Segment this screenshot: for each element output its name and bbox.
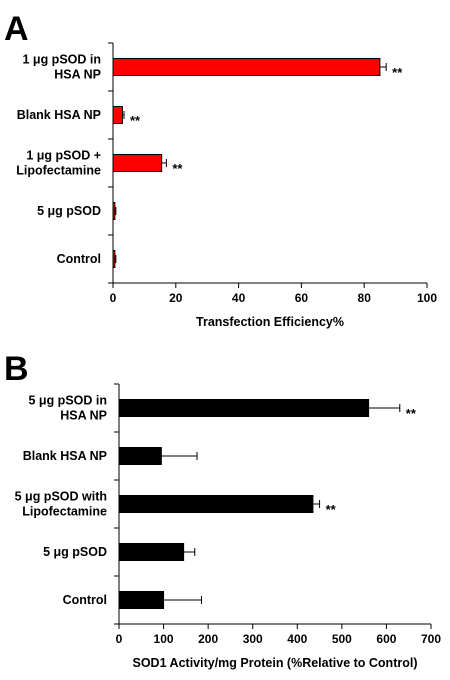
significance-marker: ** — [392, 65, 403, 80]
category-label-line: Lipofectamine — [16, 164, 101, 178]
category-label-line: HSA NP — [60, 409, 107, 423]
category-label-line: Lipofectamine — [22, 505, 107, 519]
bar — [112, 154, 163, 172]
category-label-line: 5 μg pSOD with — [15, 490, 107, 504]
x-tick-label: 500 — [332, 632, 352, 646]
x-tick-label: 20 — [169, 291, 183, 305]
bar — [112, 250, 116, 268]
x-tick-label: 100 — [417, 291, 437, 305]
category-label-line: Blank HSA NP — [17, 108, 101, 122]
category-label-line: 5 μg pSOD — [43, 545, 107, 559]
category-label: Blank HSA NP — [17, 108, 101, 122]
x-tick-label: 0 — [116, 632, 123, 646]
x-tick-label: 700 — [421, 632, 441, 646]
bar — [118, 591, 165, 609]
bar — [118, 399, 370, 417]
x-tick-label: 100 — [154, 632, 174, 646]
significance-marker: ** — [130, 113, 141, 128]
bar — [112, 58, 381, 76]
category-label: 5 μg pSOD — [43, 545, 107, 559]
x-tick-label: 200 — [198, 632, 218, 646]
x-tick-label: 300 — [243, 632, 263, 646]
category-label-line: HSA NP — [54, 68, 101, 82]
bar — [112, 106, 123, 124]
significance-marker: ** — [172, 161, 183, 176]
x-axis-label: SOD1 Activity/mg Protein (%Relative to C… — [133, 656, 418, 670]
panel-a: A 0 20 40 60 80 100 Transfection Efficiency% ** 1… — [4, 10, 437, 329]
x-tick-label: 0 — [110, 291, 117, 305]
category-label: Blank HSA NP — [23, 449, 107, 463]
category-label: 1 μg pSOD in HSA NP — [23, 53, 102, 82]
category-label: 1 μg pSOD + Lipofectamine — [16, 149, 101, 178]
category-label: 5 μg pSOD with Lipofectamine — [15, 490, 107, 519]
bar — [118, 447, 162, 465]
category-label: Control — [57, 252, 101, 266]
category-label: 5 μg pSOD — [37, 204, 101, 218]
category-label-line: 5 μg pSOD in — [29, 394, 108, 408]
category-label-line: 1 μg pSOD in — [23, 53, 102, 67]
category-label: Control — [63, 593, 107, 607]
x-axis-label: Transfection Efficiency% — [196, 315, 344, 329]
x-tick-label: 400 — [287, 632, 307, 646]
category-label-line: 5 μg pSOD — [37, 204, 101, 218]
x-tick-label: 60 — [295, 291, 309, 305]
category-label-line: Control — [63, 593, 107, 607]
significance-marker: ** — [406, 406, 417, 421]
panel-letter: B — [4, 350, 29, 388]
panel-letter: A — [4, 10, 29, 48]
category-label-line: Control — [57, 252, 101, 266]
x-tick-label: 600 — [376, 632, 396, 646]
x-tick-label: 80 — [358, 291, 372, 305]
category-label-line: 1 μg pSOD + — [26, 149, 101, 163]
bar — [118, 543, 185, 561]
significance-marker: ** — [326, 502, 337, 517]
category-label-line: Blank HSA NP — [23, 449, 107, 463]
bar — [118, 495, 314, 513]
bar — [112, 202, 116, 220]
x-tick-label: 40 — [232, 291, 246, 305]
category-label: 5 μg pSOD in HSA NP — [29, 394, 108, 423]
